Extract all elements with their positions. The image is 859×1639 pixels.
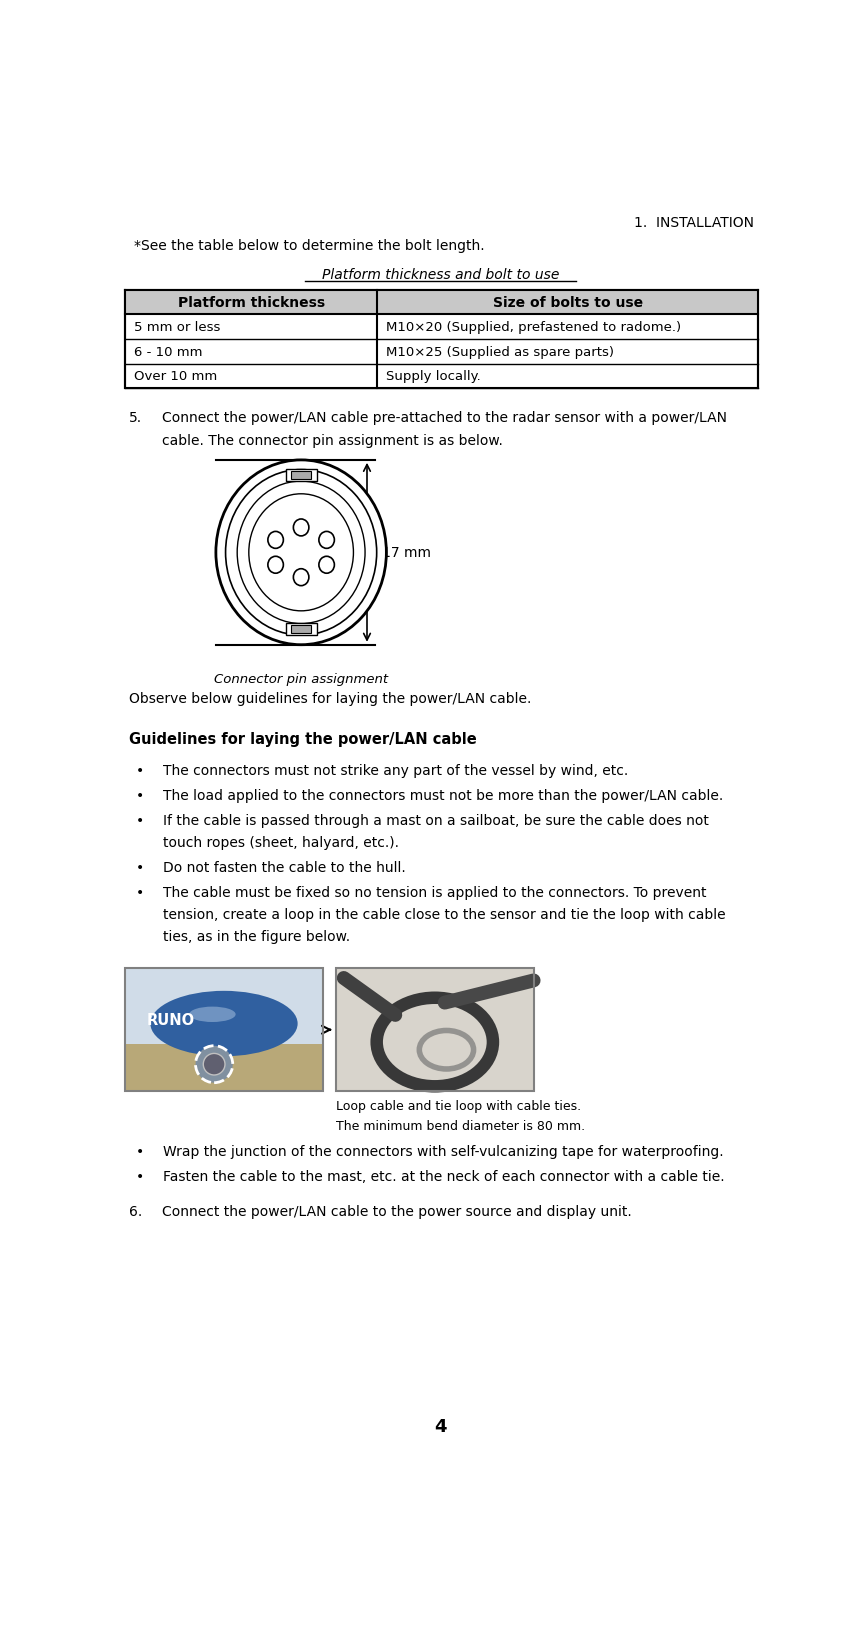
Ellipse shape [237, 482, 365, 624]
Bar [291, 472, 311, 480]
Text: Do not fasten the cable to the hull.: Do not fasten the cable to the hull. [163, 860, 406, 875]
Ellipse shape [294, 569, 309, 587]
Ellipse shape [226, 470, 377, 636]
Text: M10×25 (Supplied as spare parts): M10×25 (Supplied as spare parts) [387, 346, 614, 359]
Ellipse shape [319, 557, 334, 574]
Text: 5 mm or less: 5 mm or less [135, 321, 221, 334]
Text: •: • [136, 1169, 144, 1183]
Text: •: • [136, 764, 144, 779]
Text: •: • [136, 860, 144, 875]
Bar [286, 624, 317, 636]
Text: The load applied to the connectors must not be more than the power/LAN cable.: The load applied to the connectors must … [163, 788, 723, 803]
Text: M10×20 (Supplied, prefastened to radome.): M10×20 (Supplied, prefastened to radome.… [387, 321, 681, 334]
Text: *See the table below to determine the bolt length.: *See the table below to determine the bo… [135, 239, 485, 252]
Text: •: • [136, 815, 144, 828]
Bar [125, 1044, 323, 1092]
Text: Connector pin assignment: Connector pin assignment [214, 672, 388, 685]
Bar [125, 290, 758, 315]
Text: Size of bolts to use: Size of bolts to use [493, 297, 643, 310]
Ellipse shape [216, 461, 387, 646]
Text: The minimum bend diameter is 80 mm.: The minimum bend diameter is 80 mm. [336, 1119, 585, 1133]
Ellipse shape [150, 992, 297, 1057]
Bar [291, 626, 311, 634]
Text: Fasten the cable to the mast, etc. at the neck of each connector with a cable ti: Fasten the cable to the mast, etc. at th… [163, 1169, 725, 1183]
Text: Observe below guidelines for laying the power/LAN cable.: Observe below guidelines for laying the … [129, 692, 532, 705]
Bar [125, 290, 758, 388]
Bar [286, 470, 317, 482]
Bar [336, 969, 533, 1092]
Bar [125, 969, 323, 1092]
Text: Wrap the junction of the connectors with self-vulcanizing tape for waterproofing: Wrap the junction of the connectors with… [163, 1144, 724, 1159]
Text: Platform thickness: Platform thickness [178, 297, 325, 310]
Text: Guidelines for laying the power/LAN cable: Guidelines for laying the power/LAN cabl… [129, 731, 477, 746]
Text: 5.: 5. [129, 411, 143, 425]
Text: 1.  INSTALLATION: 1. INSTALLATION [635, 216, 754, 229]
Ellipse shape [294, 520, 309, 536]
Ellipse shape [268, 533, 283, 549]
Ellipse shape [249, 495, 353, 611]
Text: •: • [136, 1144, 144, 1159]
Ellipse shape [319, 533, 334, 549]
Text: cable. The connector pin assignment is as below.: cable. The connector pin assignment is a… [161, 434, 503, 447]
Text: ties, as in the figure below.: ties, as in the figure below. [163, 929, 350, 944]
Text: The cable must be fixed so no tension is applied to the connectors. To prevent: The cable must be fixed so no tension is… [163, 885, 707, 900]
Text: tension, create a loop in the cable close to the sensor and tie the loop with ca: tension, create a loop in the cable clos… [163, 908, 726, 921]
Ellipse shape [268, 557, 283, 574]
Text: The connectors must not strike any part of the vessel by wind, etc.: The connectors must not strike any part … [163, 764, 629, 779]
Bar [125, 969, 323, 1044]
Text: Over 10 mm: Over 10 mm [135, 370, 217, 384]
Text: If the cable is passed through a mast on a sailboat, be sure the cable does not: If the cable is passed through a mast on… [163, 815, 709, 828]
Bar [336, 969, 533, 1092]
Text: touch ropes (sheet, halyard, etc.).: touch ropes (sheet, halyard, etc.). [163, 836, 399, 849]
Circle shape [196, 1046, 233, 1083]
Text: •: • [136, 885, 144, 900]
Text: 17 mm: 17 mm [382, 546, 431, 561]
Text: •: • [136, 788, 144, 803]
Text: 4: 4 [434, 1418, 447, 1436]
Text: 6 - 10 mm: 6 - 10 mm [135, 346, 203, 359]
Text: Loop cable and tie loop with cable ties.: Loop cable and tie loop with cable ties. [336, 1100, 582, 1113]
Text: Connect the power/LAN cable pre-attached to the radar sensor with a power/LAN: Connect the power/LAN cable pre-attached… [161, 411, 727, 425]
Circle shape [204, 1054, 225, 1075]
Text: Connect the power/LAN cable to the power source and display unit.: Connect the power/LAN cable to the power… [161, 1205, 631, 1219]
Text: RUNO: RUNO [147, 1013, 195, 1028]
Text: Supply locally.: Supply locally. [387, 370, 481, 384]
Text: Platform thickness and bolt to use: Platform thickness and bolt to use [322, 267, 559, 282]
Ellipse shape [189, 1006, 235, 1023]
Text: 6.: 6. [129, 1205, 143, 1219]
